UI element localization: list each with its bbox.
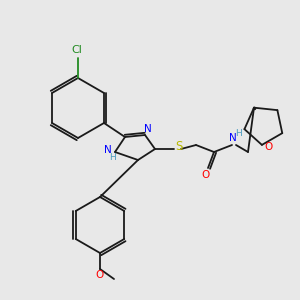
Text: N: N — [144, 124, 152, 134]
Text: N: N — [104, 145, 112, 155]
Text: Cl: Cl — [72, 45, 83, 55]
Text: S: S — [175, 140, 183, 154]
Text: N: N — [229, 133, 237, 143]
Text: O: O — [96, 270, 104, 280]
Text: O: O — [265, 142, 273, 152]
Text: H: H — [236, 128, 242, 137]
Text: H: H — [110, 152, 116, 161]
Text: O: O — [202, 170, 210, 180]
